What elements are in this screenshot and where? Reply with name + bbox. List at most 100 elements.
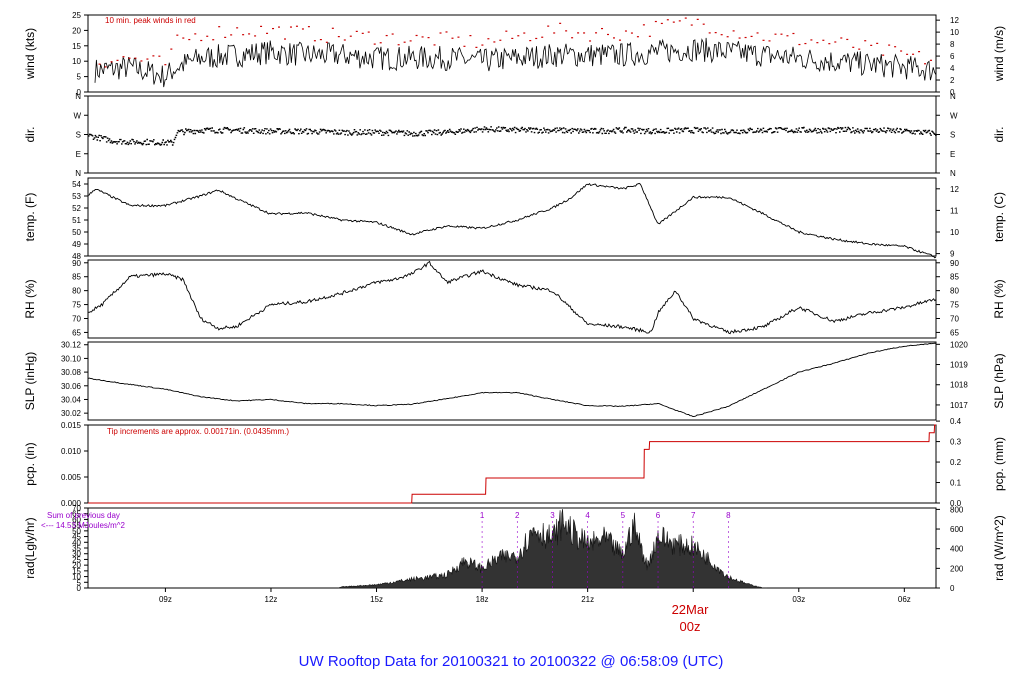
y-tick-label: 49 — [72, 240, 81, 249]
y-tick-label-right: 0.4 — [950, 417, 962, 426]
y-tick-label-right: 80 — [950, 287, 959, 296]
radiation-hour-label: 3 — [550, 511, 555, 520]
y-axis-label: SLP (inHg) — [23, 352, 37, 410]
x-tick-label: 21z — [581, 595, 594, 604]
precip-line — [88, 424, 936, 504]
y-tick-label: 20 — [72, 26, 81, 35]
y-axis-label: temp. (F) — [23, 193, 37, 242]
y-axis-label-right: pcp. (mm) — [992, 437, 1006, 491]
y-tick-label-right: 8 — [950, 40, 955, 49]
y-tick-label-right: 65 — [950, 328, 959, 337]
panel-wind: wind (kts) wind (m/s) 0 5 10 15 20 25 0 2 4 6 8 10 12 1… — [23, 11, 1006, 97]
temperature-line — [87, 182, 937, 259]
radiation-hour-label: 2 — [515, 511, 520, 520]
y-tick-label-right: 1018 — [950, 381, 968, 390]
y-axis-label-right: rad (W/m^2) — [992, 515, 1006, 581]
y-tick-label: 53 — [72, 192, 81, 201]
y-axis-label-right: dir. — [992, 126, 1006, 142]
panel-dir: dir. dir. N E S W N N E S W N — [23, 92, 1006, 178]
y-tick-label: 15 — [72, 42, 81, 51]
radiation-area — [337, 509, 768, 589]
x-tick-label: 09z — [159, 595, 172, 604]
y-tick-label: 70 — [72, 315, 81, 324]
y-tick-label-right: 85 — [950, 273, 959, 282]
radiation-note-line2: <--- 14.53 MJoules/m^2 — [41, 521, 126, 530]
y-tick-label: 30.10 — [61, 354, 82, 363]
y-tick-label: 50 — [72, 228, 81, 237]
panel-frame — [87, 424, 937, 504]
y-tick-label: 0.015 — [61, 421, 82, 430]
y-tick-label: 35 — [72, 544, 81, 553]
panel-frame — [87, 14, 937, 93]
y-tick-label: 25 — [72, 11, 81, 20]
panel-rh: RH (%) RH (%) 65 70 75 80 85 90 65 70 75 80 85 90 — [23, 259, 1006, 339]
y-tick-label: E — [76, 150, 81, 159]
y-axis-label-right: wind (m/s) — [992, 26, 1006, 82]
y-tick-label-right: 200 — [950, 564, 964, 573]
radiation-hour-label: 6 — [656, 511, 661, 520]
y-tick-label: 30.02 — [61, 409, 82, 418]
y-axis-label-right: SLP (hPa) — [992, 353, 1006, 408]
y-tick-label-right: N — [950, 169, 956, 178]
y-tick-label: 0.000 — [61, 499, 82, 508]
y-axis-label-right: RH (%) — [992, 279, 1006, 318]
y-axis-label: rad(Lgly/hr) — [23, 517, 37, 578]
panel-precip: pcp. (in) pcp. (mm) 0.000 0.005 0.010 0.015 0.… — [23, 417, 1006, 508]
y-tick-label-right: 0 — [950, 88, 955, 97]
panel-temp: temp. (F) temp. (C) 48 49 50 51 52 53 54 9 10 11 12 — [23, 177, 1006, 261]
y-tick-label: 30.12 — [61, 341, 82, 350]
page-title: UW Rooftop Data for 20100321 to 20100322… — [299, 653, 724, 670]
y-tick-label-right: 4 — [950, 64, 955, 73]
y-tick-label-right: S — [950, 131, 955, 140]
y-tick-label-right: 1017 — [950, 401, 968, 410]
y-tick-label: 5 — [77, 73, 82, 82]
y-tick-label-right: 1020 — [950, 340, 968, 349]
y-axis-label: dir. — [23, 126, 37, 142]
y-tick-label: 60 — [72, 515, 81, 524]
y-tick-label-right: 0.3 — [950, 438, 962, 447]
radiation-hour-label: 7 — [691, 511, 696, 520]
y-tick-label-right: 70 — [950, 315, 959, 324]
y-tick-label: 30.04 — [61, 395, 82, 404]
y-tick-label-right: 0 — [950, 584, 955, 593]
radiation-hour-label: 5 — [621, 511, 626, 520]
panel-frame — [87, 177, 937, 257]
x-tick-label: 18z — [476, 595, 489, 604]
y-tick-label: 55 — [72, 521, 81, 530]
y-tick-label: 0 — [77, 88, 82, 97]
panel-slp: SLP (inHg) SLP (hPa) 30.02 30.04 30.06 30.08 3… — [23, 340, 1006, 421]
wind-series-line — [94, 37, 937, 88]
radiation-hour-label: 4 — [585, 511, 590, 520]
y-tick-label-right: 2 — [950, 76, 955, 85]
y-tick-label: 0 — [77, 584, 82, 593]
x-tick-label: 06z — [898, 595, 911, 604]
panel-frame — [87, 95, 937, 174]
y-tick-label-right: 90 — [950, 259, 959, 268]
y-tick-label: 90 — [72, 259, 81, 268]
y-tick-label: 30.06 — [61, 382, 82, 391]
y-tick-label: W — [73, 111, 81, 120]
y-tick-label-right: 0.1 — [950, 479, 962, 488]
radiation-hour-label: 1 — [480, 511, 485, 520]
y-tick-label-right: 9 — [950, 250, 955, 259]
y-tick-label-right: 400 — [950, 545, 964, 554]
y-tick-label: 45 — [72, 533, 81, 542]
y-tick-label: 25 — [72, 555, 81, 564]
direction-points — [88, 126, 937, 146]
y-tick-label-right: 0.0 — [950, 499, 962, 508]
y-axis-label: wind (kts) — [23, 28, 37, 80]
y-tick-label: S — [76, 131, 81, 140]
y-tick-label-right: 800 — [950, 505, 964, 514]
y-tick-label: 10 — [72, 573, 81, 582]
y-tick-label-right: W — [950, 111, 958, 120]
y-tick-label: 0.010 — [61, 447, 82, 456]
y-tick-label-right: 10 — [950, 28, 959, 37]
y-tick-label: 65 — [72, 510, 81, 519]
date-marker-day: 22Mar — [672, 602, 710, 617]
y-tick-label: 48 — [72, 252, 81, 261]
wind-peak-note: 10 min. peak winds in red — [105, 16, 196, 25]
y-tick-label-right: N — [950, 92, 956, 101]
precip-note: Tip increments are approx. 0.00171in. (0… — [107, 427, 289, 436]
y-tick-label: 20 — [72, 561, 81, 570]
